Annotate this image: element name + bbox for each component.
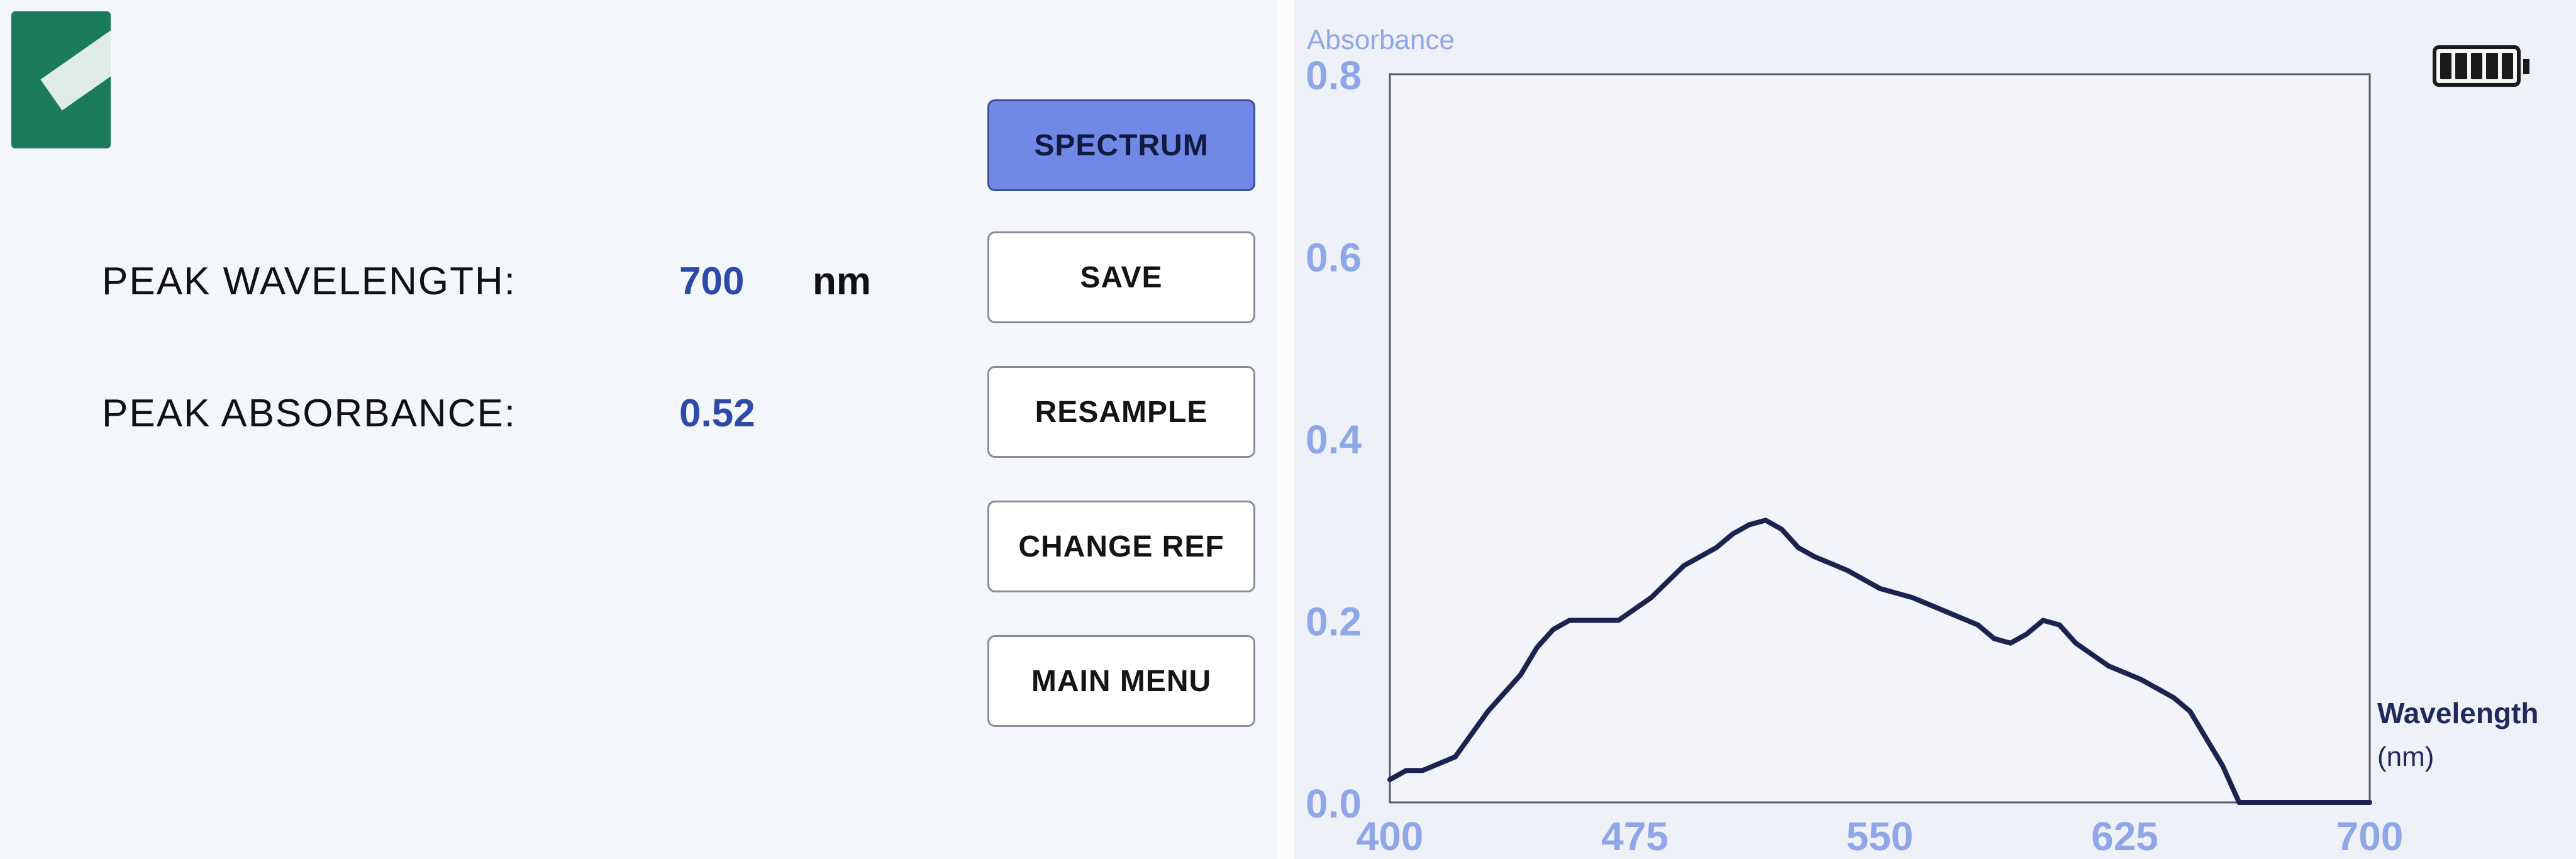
resample-button[interactable]: RESAMPLE (987, 366, 1255, 458)
y-tick-label: 0.6 (1306, 235, 1362, 280)
spectrum-button[interactable]: SPECTRUM (987, 99, 1255, 191)
y-tick-label: 0.4 (1306, 417, 1362, 462)
battery-full-icon (2433, 45, 2529, 87)
absorbance-chart: Absorbance 0.0 0.2 0.4 0.6 0.8 400 475 550 625 700… (1306, 25, 2538, 859)
screen-divider (1277, 0, 1294, 859)
change-ref-button[interactable]: CHANGE REF (987, 501, 1255, 592)
x-axis-unit: (nm) (2377, 741, 2434, 772)
plot-area (1389, 73, 2371, 804)
app-logo (11, 11, 111, 148)
y-axis-label: Absorbance (1307, 25, 1455, 55)
main-menu-button[interactable]: MAIN MENU (987, 635, 1255, 727)
save-button[interactable]: SAVE (987, 231, 1255, 323)
x-tick-label: 550 (1846, 814, 1914, 859)
peak-wavelength-unit: nm (813, 260, 871, 303)
x-axis-label: Wavelength (2377, 697, 2538, 729)
absorbance-series-line (1387, 518, 2372, 805)
y-tick-label: 0.0 (1306, 781, 1362, 826)
peak-wavelength-value: 700 (679, 260, 745, 303)
peak-absorbance-label: PEAK ABSORBANCE: (102, 392, 517, 435)
y-tick-label: 0.2 (1306, 599, 1362, 645)
peak-wavelength-label: PEAK WAVELENGTH: (102, 260, 517, 303)
results-panel: PEAK WAVELENGTH: 700 nm PEAK ABSORBANCE:… (0, 0, 1277, 859)
peak-absorbance-value: 0.52 (679, 392, 755, 435)
x-tick-label: 400 (1357, 814, 1424, 859)
x-tick-label: 700 (2336, 814, 2404, 859)
y-tick-label: 0.8 (1306, 53, 1362, 98)
x-tick-label: 475 (1601, 814, 1668, 859)
x-tick-label: 625 (2091, 814, 2158, 859)
spectrum-panel: Absorbance 0.0 0.2 0.4 0.6 0.8 400 475 550 625 700… (1294, 0, 2576, 859)
